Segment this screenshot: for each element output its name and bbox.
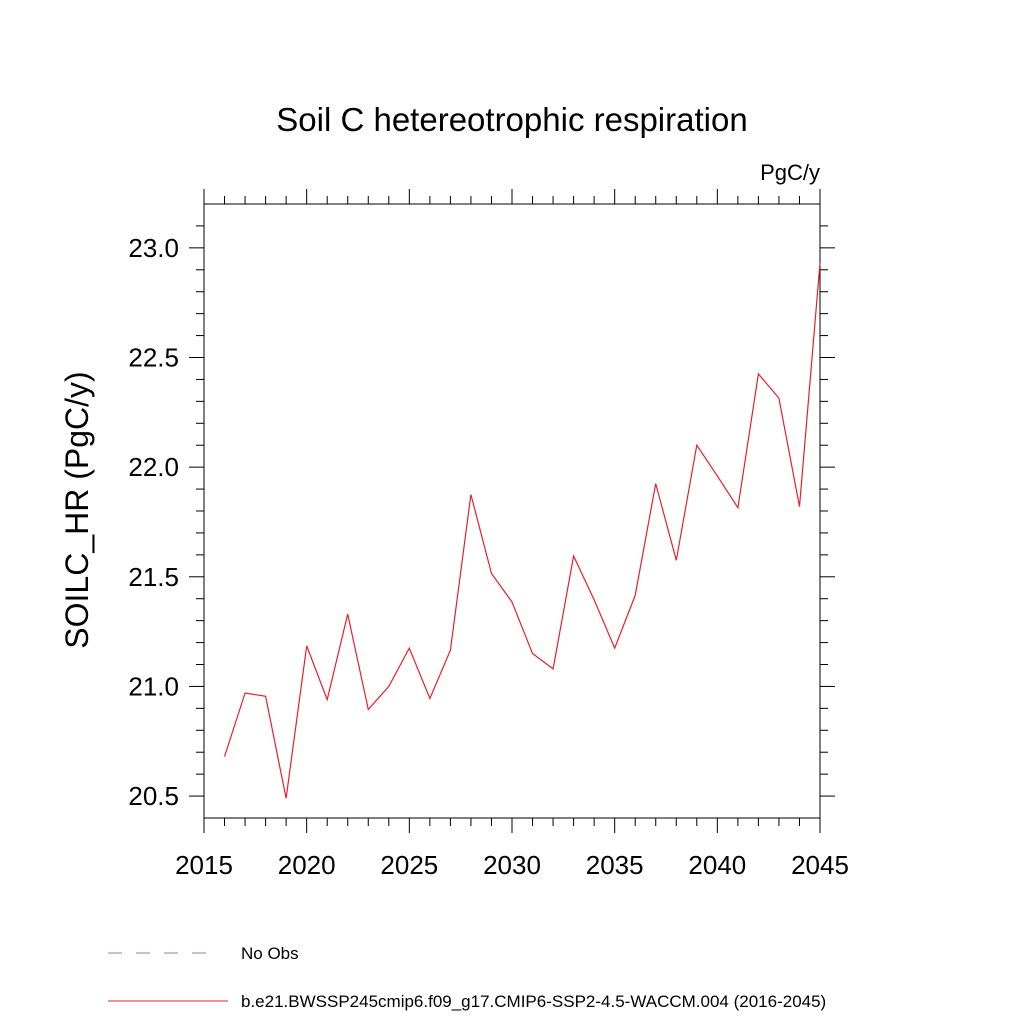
y-tick-label: 23.0: [128, 233, 179, 263]
y-tick-label: 21.5: [128, 562, 179, 592]
series-group: [223, 263, 821, 799]
x-tick-label: 2030: [483, 850, 541, 880]
x-tick-label: 2015: [175, 850, 233, 880]
y-tick-label: 20.5: [128, 781, 179, 811]
y-tick-label: 22.5: [128, 343, 179, 373]
y-axis-label: SOILC_HR (PgC/y): [59, 371, 95, 648]
chart-title: Soil C hetereotrophic respiration: [276, 101, 747, 138]
y-tick-label: 22.0: [128, 452, 179, 482]
x-tick-label: 2020: [278, 850, 336, 880]
x-tick-label: 2025: [380, 850, 438, 880]
legend-label-model: b.e21.BWSSP245cmip6.f09_g17.CMIP6-SSP2-4…: [241, 992, 826, 1011]
x-tick-label: 2045: [791, 850, 849, 880]
x-tick-label: 2035: [586, 850, 644, 880]
series-line: [223, 263, 821, 799]
y-tick-label: 21.0: [128, 671, 179, 701]
axis-ticks: [189, 189, 835, 833]
legend-label-no-obs: No Obs: [241, 944, 299, 963]
legend: No Obs b.e21.BWSSP245cmip6.f09_g17.CMIP6…: [108, 944, 826, 1011]
y-tick-labels: 20.5 21.0 21.5 22.0 22.5 23.0: [128, 233, 179, 811]
units-label: PgC/y: [760, 160, 820, 185]
x-tick-labels: 2015 2020 2025 2030 2035 2040 2045: [175, 850, 849, 880]
x-tick-label: 2040: [688, 850, 746, 880]
